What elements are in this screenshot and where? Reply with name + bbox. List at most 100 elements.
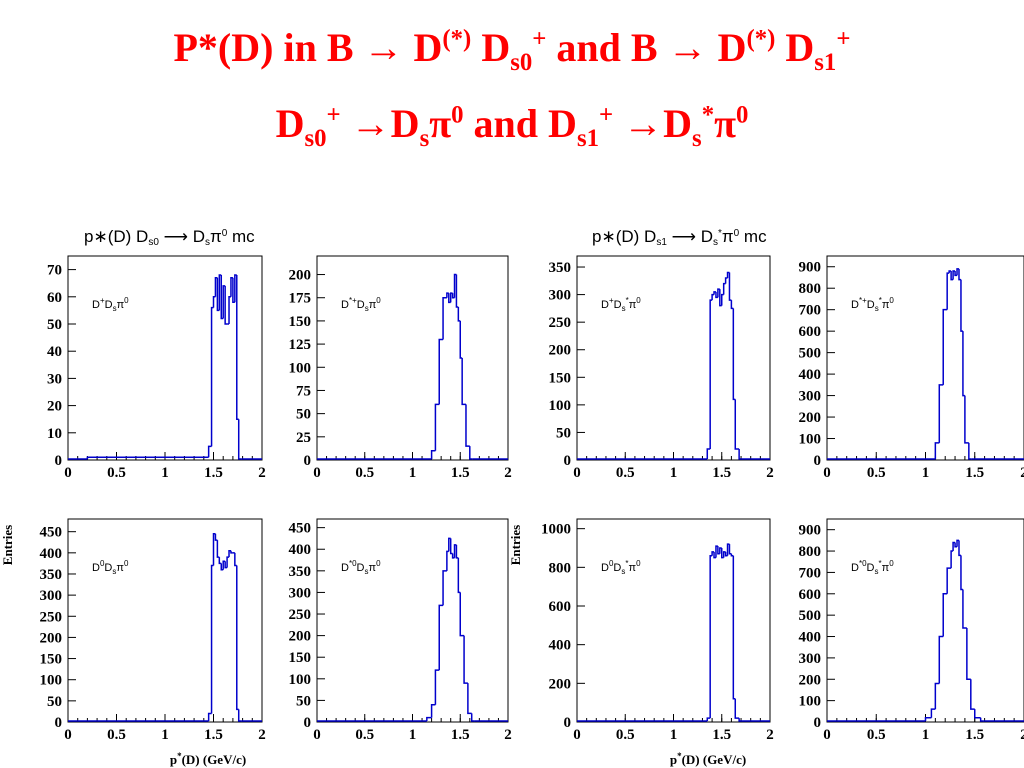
- y-tick-label: 200: [289, 268, 312, 284]
- histogram-bin: [728, 544, 732, 555]
- histogram-bin: [86, 456, 117, 459]
- histogram-bin: [952, 541, 956, 552]
- y-tick-label: 200: [799, 672, 822, 688]
- title-sub: s0: [510, 49, 533, 76]
- x-tick-label: 1.5: [965, 727, 984, 743]
- y-tick-label: 250: [289, 607, 312, 623]
- histogram-bin: [942, 593, 948, 637]
- histogram-bin: [724, 277, 728, 284]
- histogram-bin: [207, 712, 212, 721]
- y-tick-label: 300: [799, 651, 822, 667]
- histogram-bin: [236, 565, 239, 711]
- panel-label: D+Ds*π0: [601, 296, 641, 313]
- x-tick-label: 0: [823, 727, 831, 743]
- plot-frame: [576, 518, 771, 723]
- title-sup: +: [836, 25, 851, 53]
- y-tick-label: 0: [564, 715, 572, 731]
- y-tick-label: 75: [296, 383, 311, 399]
- y-tick-label: 350: [549, 260, 572, 276]
- panel-label: D*0Ds*π0: [851, 559, 894, 576]
- arrow-icon: →: [667, 25, 708, 70]
- histogram-bin: [212, 296, 216, 308]
- x-tick-label: 0.5: [867, 727, 886, 743]
- y-tick-label: 40: [47, 344, 62, 360]
- x-tick-label: 2: [504, 465, 512, 481]
- y-tick-label: 350: [289, 564, 312, 580]
- histogram-bin: [210, 564, 214, 714]
- x-tick-label: 0: [64, 727, 72, 743]
- title-sub: s1: [576, 125, 599, 152]
- x-tick-label: 0: [313, 727, 321, 743]
- histogram-bin: [711, 293, 715, 301]
- slide-title-line-1: P*(D) in B → D(*) Ds0+ and B → D(*) Ds1+: [0, 25, 1024, 75]
- histogram-bin: [455, 544, 459, 559]
- y-tick-label: 70: [47, 263, 62, 279]
- histogram-bin: [465, 404, 470, 447]
- x-tick-label: 1: [409, 465, 417, 481]
- histogram-bin: [442, 296, 447, 340]
- histogram-bin: [230, 550, 233, 554]
- y-tick-label: 200: [40, 630, 63, 646]
- title-text: D: [707, 25, 747, 70]
- histogram-bin: [974, 709, 981, 719]
- histogram-bin: [734, 698, 740, 719]
- plot-frame: [316, 518, 509, 723]
- y-tick-label: 150: [40, 652, 63, 668]
- histogram-bin: [430, 703, 436, 718]
- x-tick-label: 1: [670, 727, 678, 743]
- histogram-bin: [709, 299, 713, 449]
- histogram-bin: [446, 550, 449, 571]
- x-tick-label: 2: [1020, 465, 1024, 481]
- histogram-bin: [469, 446, 473, 460]
- histogram-bin: [470, 713, 475, 722]
- y-tick-label: 600: [549, 599, 572, 615]
- y-tick-label: 200: [799, 410, 822, 426]
- histogram-bin: [706, 717, 711, 721]
- x-tick-label: 0: [573, 727, 581, 743]
- y-tick-label: 50: [296, 693, 311, 709]
- y-tick-label: 0: [304, 453, 312, 469]
- histogram-bin: [218, 557, 222, 565]
- title-text: D: [471, 25, 511, 70]
- histogram-bin: [467, 683, 472, 715]
- histogram-bin: [455, 274, 459, 308]
- y-tick-label: 100: [289, 360, 312, 376]
- y-tick-label: 50: [556, 425, 571, 441]
- y-tick-label: 20: [47, 399, 62, 415]
- y-tick-label: 200: [289, 629, 312, 645]
- histogram-bin: [738, 718, 743, 722]
- title-text: P*(D) in B: [173, 25, 364, 70]
- panel-label: D0Dsπ0: [92, 559, 129, 576]
- title-sup: (*): [442, 25, 472, 53]
- y-tick-label: 200: [549, 343, 572, 359]
- title-sup: 0: [451, 101, 464, 129]
- x-tick-label: 0: [823, 465, 831, 481]
- title-text: D: [275, 101, 305, 146]
- y-tick-label: 0: [564, 453, 572, 469]
- histogram-bin: [730, 300, 734, 310]
- y-axis-title: Entries: [0, 525, 15, 565]
- y-tick-label: 100: [549, 398, 572, 414]
- title-sup: 0: [736, 101, 749, 129]
- x-tick-label: 0: [313, 465, 321, 481]
- histogram-bin: [942, 308, 948, 385]
- x-tick-label: 1.5: [451, 465, 470, 481]
- histogram-bin: [434, 403, 440, 451]
- x-axis-title: p*(D) (GeV/c): [670, 751, 746, 767]
- histogram-bin: [226, 556, 230, 568]
- histogram-bin: [979, 717, 984, 722]
- x-axis-title: p*(D) (GeV/c): [170, 751, 246, 767]
- x-tick-label: 1.5: [712, 465, 731, 481]
- histogram-bin: [228, 296, 231, 324]
- y-tick-label: 400: [289, 542, 312, 558]
- x-tick-label: 1.5: [451, 727, 470, 743]
- y-tick-label: 400: [549, 638, 572, 654]
- histogram-bin: [730, 553, 734, 557]
- y-tick-label: 0: [55, 453, 63, 469]
- y-tick-label: 700: [799, 565, 822, 581]
- histogram-bin: [946, 272, 950, 310]
- plot-frame: [576, 255, 771, 461]
- y-tick-label: 100: [799, 432, 822, 448]
- title-sub: s: [419, 125, 430, 152]
